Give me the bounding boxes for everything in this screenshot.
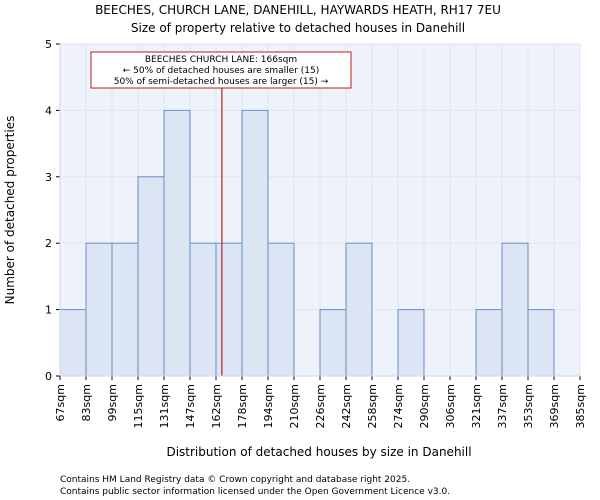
x-tick-label: 353sqm [522, 384, 535, 428]
x-tick-label: 290sqm [418, 384, 431, 428]
x-tick-label: 131sqm [158, 384, 171, 428]
x-tick-label: 274sqm [392, 384, 405, 428]
y-axis-ticks: 0 1 2 3 4 5 [45, 38, 60, 383]
bar-67sqm [59, 309, 87, 377]
y-tick-label: 2 [45, 237, 52, 250]
bar-337sqm [501, 242, 529, 377]
annotation-line-3: 50% of semi-detached houses are larger (… [114, 77, 329, 87]
chart-title: BEECHES, CHURCH LANE, DANEHILL, HAYWARDS… [95, 3, 501, 17]
x-tick-label: 99sqm [106, 384, 119, 421]
x-tick-label: 385sqm [574, 384, 587, 428]
bar-131sqm [163, 109, 191, 377]
x-tick-label: 115sqm [132, 384, 145, 428]
y-tick-label: 0 [45, 370, 52, 383]
x-tick-label: 210sqm [288, 384, 301, 428]
footer-line-2: Contains public sector information licen… [60, 487, 450, 497]
y-tick-label: 5 [45, 38, 52, 51]
x-tick-label: 194sqm [262, 384, 275, 428]
x-tick-label: 369sqm [548, 384, 561, 428]
y-tick-label: 1 [45, 304, 52, 317]
bar-242sqm [345, 242, 373, 377]
bar-83sqm [85, 242, 113, 377]
y-tick-label: 4 [45, 104, 52, 117]
x-axis-ticks: 67sqm 83sqm 99sqm 115sqm 131sqm 147sqm 162sqm 1… [54, 376, 587, 428]
x-tick-label: 306sqm [444, 384, 457, 428]
x-tick-label: 321sqm [470, 384, 483, 428]
chart-subtitle: Size of property relative to detached ho… [131, 21, 465, 35]
x-tick-label: 258sqm [366, 384, 379, 428]
x-tick-label: 242sqm [340, 384, 353, 428]
x-tick-label: 178sqm [236, 384, 249, 428]
bar-178sqm [241, 109, 269, 377]
bar-274sqm [397, 309, 425, 377]
bar-147sqm [189, 242, 217, 377]
y-axis-label: Number of detached properties [3, 116, 17, 305]
x-tick-label: 162sqm [210, 384, 223, 428]
x-tick-label: 67sqm [54, 384, 67, 421]
x-tick-label: 83sqm [80, 384, 93, 421]
annotation-line-1: BEECHES CHURCH LANE: 166sqm [145, 55, 297, 65]
bar-115sqm [137, 176, 165, 377]
x-tick-label: 337sqm [496, 384, 509, 428]
bar-353sqm [527, 309, 555, 377]
annotation-box-frame [90, 51, 352, 89]
footer-line-1: Contains HM Land Registry data © Crown c… [60, 475, 410, 485]
bars [59, 109, 555, 377]
bar-321sqm [475, 309, 503, 377]
x-tick-label: 147sqm [184, 384, 197, 428]
bar-194sqm [267, 242, 295, 377]
annotation-box: BEECHES CHURCH LANE: 166sqm ← 50% of det… [90, 51, 352, 89]
y-tick-label: 3 [45, 171, 52, 184]
x-axis-label: Distribution of detached houses by size … [166, 445, 471, 459]
bar-226sqm [319, 309, 347, 377]
x-tick-label: 226sqm [314, 384, 327, 428]
bar-99sqm [111, 242, 139, 377]
annotation-line-2: ← 50% of detached houses are smaller (15… [123, 66, 320, 76]
bar-162sqm [215, 242, 243, 377]
